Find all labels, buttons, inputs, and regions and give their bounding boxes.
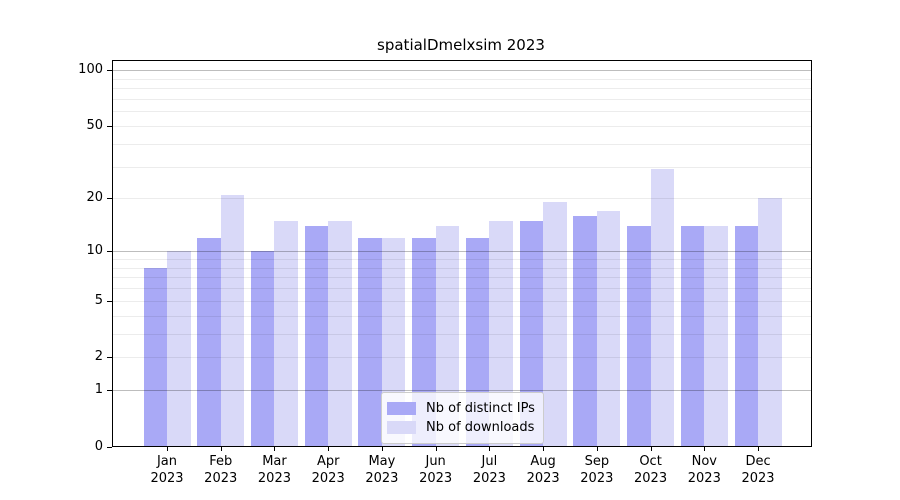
y-tick-mark — [107, 390, 112, 392]
gridline-minor — [113, 166, 811, 168]
gridline-minor — [113, 98, 811, 100]
x-tick-mark — [328, 447, 330, 451]
x-tick-label-jul: Jul 2023 — [472, 454, 506, 486]
y-tick-mark — [107, 357, 112, 359]
bar-downloads-aug — [543, 202, 567, 446]
plot-area: Nb of distinct IPs Nb of downloads 100 50… — [78, 60, 812, 486]
bar-distinct-ips-may — [358, 237, 382, 446]
x-tick-mark — [650, 447, 652, 451]
bar-distinct-ips-aug — [519, 220, 544, 446]
gridline-minor — [113, 143, 811, 145]
legend: Nb of distinct IPs Nb of downloads — [381, 392, 544, 444]
gridline-minor — [113, 267, 811, 269]
gridline-minor — [113, 315, 811, 317]
x-tick-label-jan: Jan 2023 — [150, 454, 184, 486]
gridline-minor — [113, 300, 811, 302]
y-tick-label: 2 — [94, 349, 103, 365]
bar-downloads-jun — [435, 225, 460, 446]
gridline-decade — [113, 70, 811, 72]
y-tick-label: 50 — [86, 117, 103, 133]
bar-downloads-dec — [758, 198, 782, 446]
x-tick-mark — [220, 447, 222, 451]
legend-swatch-downloads — [387, 421, 416, 434]
bar-distinct-ips-jan — [143, 267, 167, 446]
x-tick-mark — [435, 447, 437, 451]
x-tick-mark — [274, 447, 276, 451]
chart-title: spatialDmelxsim 2023 — [377, 36, 545, 54]
gridline-minor — [113, 259, 811, 260]
gridline-minor — [113, 198, 811, 200]
x-tick-mark — [167, 447, 168, 451]
gridline-minor — [113, 111, 811, 113]
x-tick-mark — [758, 447, 760, 451]
bar-downloads-sep — [596, 211, 621, 446]
x-tick-label-apr: Apr 2023 — [311, 454, 345, 486]
y-tick-label: 5 — [94, 292, 103, 308]
y-tick-label: 100 — [78, 62, 103, 78]
bar-distinct-ips-mar — [250, 251, 275, 446]
legend-entry-downloads: Nb of downloads — [387, 419, 537, 436]
y-tick-mark — [107, 70, 112, 72]
y-tick-label: 20 — [86, 190, 103, 206]
y-tick-label: 1 — [94, 382, 103, 398]
gridline-decade — [113, 251, 811, 253]
y-tick-mark — [107, 251, 112, 253]
x-tick-label-feb: Feb 2023 — [204, 454, 238, 486]
gridline-minor — [113, 88, 811, 90]
bar-distinct-ips-oct — [627, 225, 651, 446]
y-tick-mark — [107, 300, 112, 302]
bar-downloads-nov — [704, 225, 728, 446]
bar-distinct-ips-apr — [304, 225, 329, 446]
bar-distinct-ips-feb — [197, 237, 221, 446]
bar-downloads-jan — [167, 251, 191, 446]
x-tick-label-dec: Dec 2023 — [741, 454, 775, 486]
gridline-minor — [113, 357, 811, 359]
x-tick-label-jun: Jun 2023 — [419, 454, 453, 486]
legend-entry-distinct-ips: Nb of distinct IPs — [387, 400, 537, 417]
bar-downloads-jul — [489, 220, 513, 446]
x-tick-label-mar: Mar 2023 — [257, 454, 291, 486]
x-tick-mark — [489, 447, 491, 451]
y-tick-label: 0 — [94, 439, 103, 454]
y-tick-mark — [107, 447, 112, 448]
y-tick-mark — [107, 125, 112, 127]
bar-distinct-ips-nov — [680, 225, 705, 446]
x-tick-mark — [543, 447, 545, 451]
gridline-decade — [113, 390, 811, 392]
x-tick-mark — [381, 447, 383, 451]
bar-distinct-ips-dec — [734, 225, 759, 446]
x-tick-label-oct: Oct 2023 — [634, 454, 668, 486]
x-tick-label-may: May 2023 — [365, 454, 399, 486]
x-tick-label-aug: Aug 2023 — [526, 454, 560, 486]
legend-label-distinct-ips: Nb of distinct IPs — [426, 401, 535, 416]
gridline-minor — [113, 333, 811, 335]
x-tick-label-sep: Sep 2023 — [580, 454, 614, 486]
bar-downloads-mar — [274, 220, 298, 446]
y-tick-label: 10 — [86, 243, 103, 259]
legend-swatch-distinct-ips — [387, 402, 416, 415]
gridline-minor — [113, 277, 811, 279]
legend-label-downloads: Nb of downloads — [426, 420, 535, 435]
gridline-minor — [113, 288, 811, 290]
x-tick-mark — [596, 447, 598, 451]
bar-distinct-ips-sep — [573, 215, 597, 446]
gridline-minor — [113, 125, 811, 127]
bar-downloads-apr — [328, 220, 352, 446]
x-tick-mark — [704, 447, 706, 451]
gridline-minor — [113, 78, 811, 80]
bar-downloads-feb — [220, 194, 245, 446]
x-tick-label-nov: Nov 2023 — [687, 454, 721, 486]
bar-downloads-oct — [650, 169, 675, 446]
y-tick-mark — [107, 198, 112, 200]
